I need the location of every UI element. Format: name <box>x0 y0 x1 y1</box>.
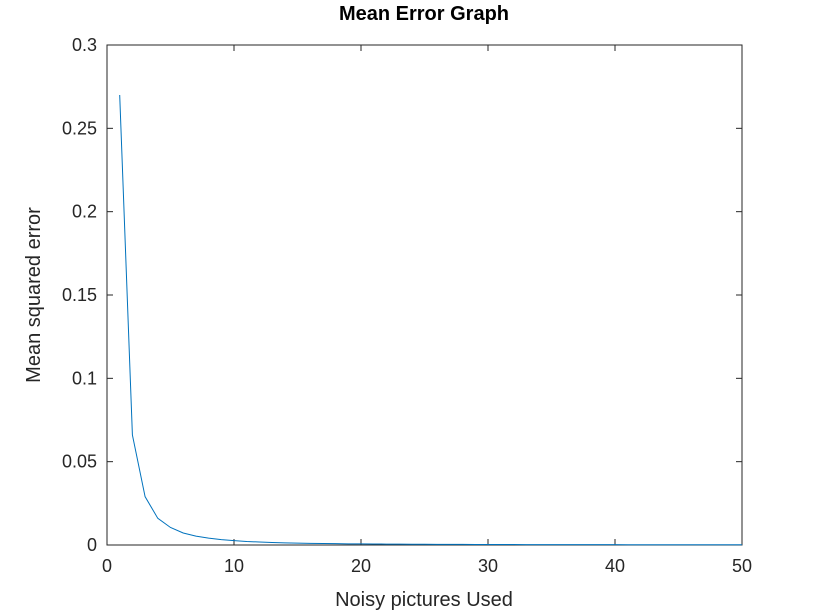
y-tick-label: 0.05 <box>62 452 97 472</box>
chart-title: Mean Error Graph <box>339 3 509 25</box>
y-tick-label: 0 <box>87 535 97 555</box>
series-line <box>119 94 742 546</box>
y-tick-label: 0.2 <box>72 202 97 222</box>
series-layer <box>119 94 742 546</box>
y-tick-label: 0.1 <box>72 368 97 388</box>
y-tick-label: 0.25 <box>62 118 97 138</box>
axis-ticks: 0 10 20 30 40 50 0 0.05 0.1 0.15 0.2 0.25 0.3 <box>62 35 752 576</box>
y-tick-label: 0.15 <box>62 285 97 305</box>
y-tick-label: 0.3 <box>72 35 97 55</box>
y-axis-label: Mean squared error <box>23 207 45 383</box>
x-tick-label: 30 <box>478 556 498 576</box>
x-tick-label: 40 <box>605 556 625 576</box>
plot-area-frame <box>106 44 743 546</box>
x-tick-label: 20 <box>351 556 371 576</box>
x-tick-label: 10 <box>224 556 244 576</box>
x-tick-label: 0 <box>102 556 112 576</box>
x-tick-label: 50 <box>732 556 752 576</box>
x-axis-label: Noisy pictures Used <box>335 589 513 611</box>
